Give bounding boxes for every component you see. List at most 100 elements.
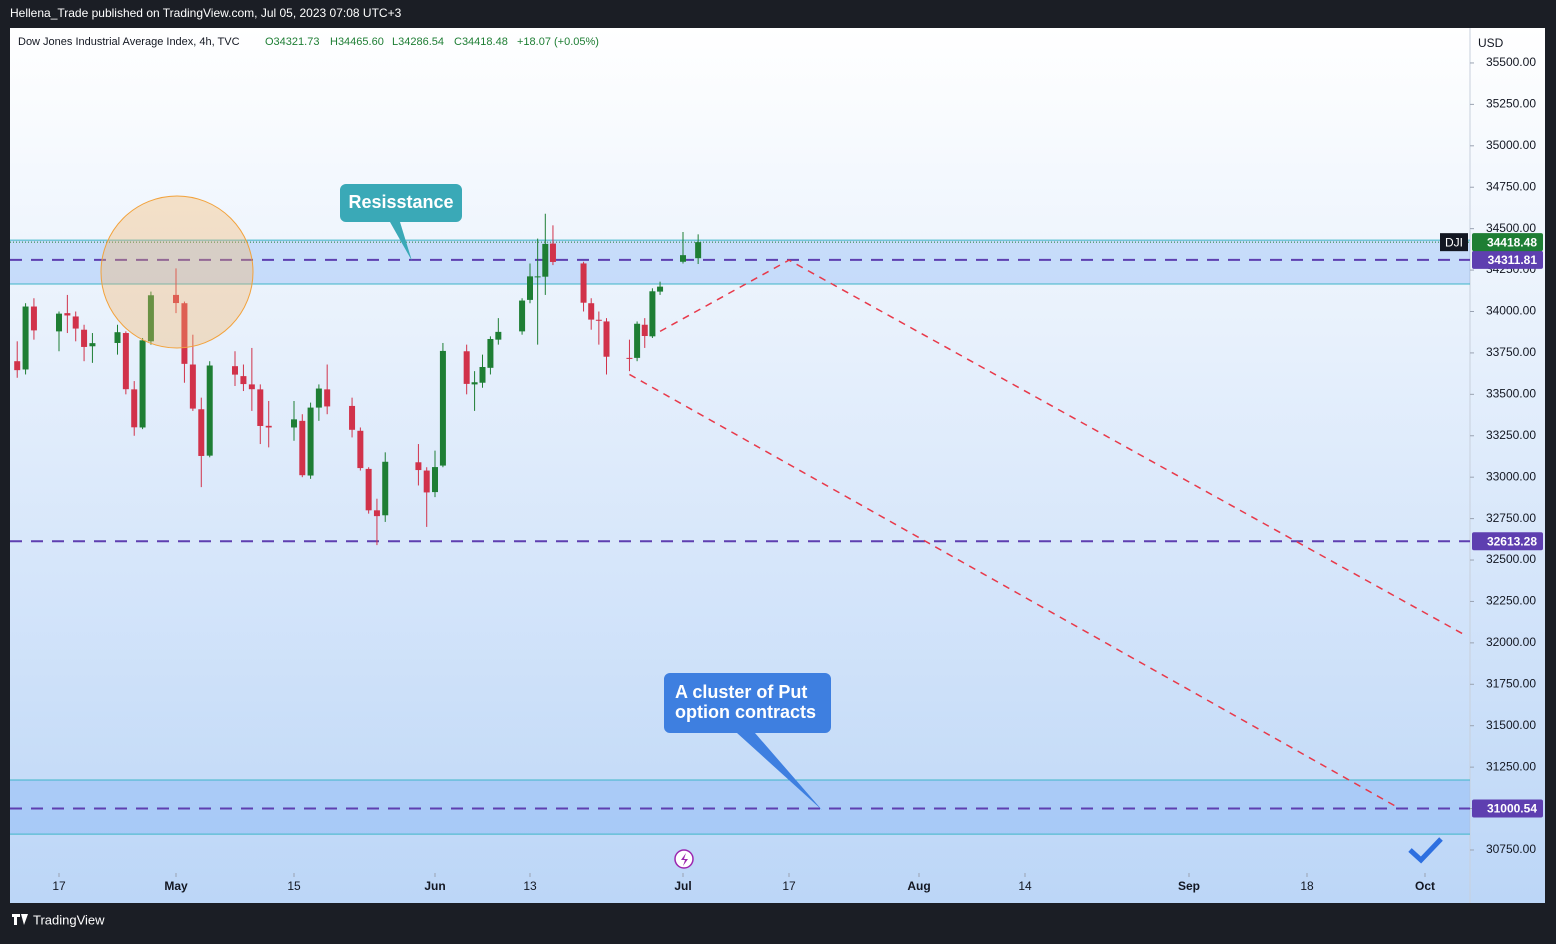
y-tick-label: 34000.00 [1486, 304, 1536, 318]
candle-body [634, 323, 641, 358]
candle-body [463, 351, 470, 384]
candle-body [56, 313, 62, 332]
y-tick-label: 32250.00 [1486, 594, 1536, 608]
candle-body [139, 340, 146, 428]
candle-body [72, 316, 79, 329]
candle-body [595, 319, 602, 321]
candle-body [680, 255, 686, 262]
annotation: Resisstance [348, 192, 453, 212]
candle-body [307, 407, 314, 476]
trendline [629, 373, 1401, 810]
y-tick-label: 31250.00 [1486, 759, 1536, 773]
candle-body [257, 389, 264, 426]
candle-body [423, 470, 430, 493]
candle-body [373, 510, 380, 517]
event-icon-bolt [681, 853, 688, 866]
candle-body [357, 430, 364, 469]
candle-body [580, 263, 587, 303]
candle-body [206, 365, 213, 456]
candle-body [22, 306, 29, 370]
callout-put [664, 673, 831, 810]
x-tick-label: Sep [1178, 879, 1200, 893]
candle-body [265, 425, 272, 428]
ohlc-high: H34465.60 [330, 36, 384, 48]
candle-body [527, 276, 533, 300]
overlay: Resisstance A cluster of Put option cont… [100, 184, 1443, 869]
y-tick-label: 31500.00 [1486, 718, 1536, 732]
last-price-name: DJI [1445, 235, 1463, 249]
candle-body [432, 467, 438, 493]
y-tick-label: 32500.00 [1486, 552, 1536, 566]
y-tick-label: 33500.00 [1486, 387, 1536, 401]
y-tick-label: 33750.00 [1486, 345, 1536, 359]
candle-body [641, 324, 648, 337]
x-tick-label: 13 [523, 879, 537, 893]
annotation: option contracts [675, 702, 816, 722]
symbol: Dow Jones Industrial Average Index, 4h, … [18, 36, 240, 48]
x-tick-label: 18 [1300, 879, 1314, 893]
level-label: 31000.54 [1487, 802, 1537, 816]
candle-body [542, 243, 549, 277]
candle-body [479, 366, 486, 383]
tv-logo [12, 914, 28, 925]
last-price-label: 34418.48 [1487, 235, 1537, 249]
zone [10, 780, 1470, 835]
x-tick-label: Jun [424, 879, 445, 893]
candle-body [122, 333, 129, 390]
candle-body [626, 357, 633, 359]
x-tick-label: May [164, 879, 188, 893]
candle-body [30, 306, 37, 331]
last-price-box [1472, 233, 1543, 252]
x-tick-label: 15 [287, 879, 301, 893]
y-tick-label: 30750.00 [1486, 842, 1536, 856]
y-tick-label: 34500.00 [1486, 221, 1536, 235]
x-tick-label: Jul [674, 879, 691, 893]
candle-body [64, 313, 71, 316]
candle-body [382, 461, 389, 516]
publisher: Hellena_Trade published on TradingView.c… [10, 6, 402, 20]
candle-body [147, 295, 154, 342]
callout-resistance [340, 184, 462, 261]
plot [10, 213, 1470, 835]
y-tick-label: 33250.00 [1486, 428, 1536, 442]
x-tick-label: Aug [907, 879, 930, 893]
candle-body [291, 419, 297, 428]
candle-body [439, 350, 446, 466]
candle-body [248, 384, 255, 390]
currency: USD [1478, 36, 1504, 50]
candle-body [588, 303, 595, 320]
candle-body [534, 276, 541, 278]
candle-body [519, 300, 526, 332]
candle-body [649, 291, 656, 337]
candle-body [657, 286, 664, 292]
candle-body [14, 361, 21, 371]
y-tick-label: 35250.00 [1486, 97, 1536, 111]
chart-background [10, 28, 1545, 903]
candle-body [315, 388, 322, 408]
last-price-name-box [1440, 233, 1468, 252]
y-tick-label: 35500.00 [1486, 55, 1536, 69]
trendline [659, 259, 1468, 637]
x-tick-label: 14 [1018, 879, 1032, 893]
ohlc-open: O34321.73 [265, 36, 319, 48]
ohlc-change: +18.07 (+0.05%) [517, 36, 599, 48]
x-tick-label: 17 [782, 879, 796, 893]
candle-body [487, 338, 494, 368]
level-label-box [1472, 799, 1543, 818]
candle-body [81, 329, 88, 347]
footer: TradingView [33, 912, 105, 927]
checkmark [1408, 837, 1443, 864]
y-tick-label: 35000.00 [1486, 138, 1536, 152]
candle-body [131, 389, 138, 428]
x-tick-label: Oct [1415, 879, 1435, 893]
candle-body [324, 389, 331, 407]
y-tick-label: 31750.00 [1486, 676, 1536, 690]
level-label-box [1472, 250, 1543, 269]
y-tick-label: 34750.00 [1486, 179, 1536, 193]
candle-body [173, 294, 179, 304]
candle-body [365, 468, 372, 511]
y-tick-label: 33000.00 [1486, 469, 1536, 483]
ohlc-low: L34286.54 [392, 36, 444, 48]
candle-body [471, 382, 478, 385]
candle-body [415, 462, 422, 471]
